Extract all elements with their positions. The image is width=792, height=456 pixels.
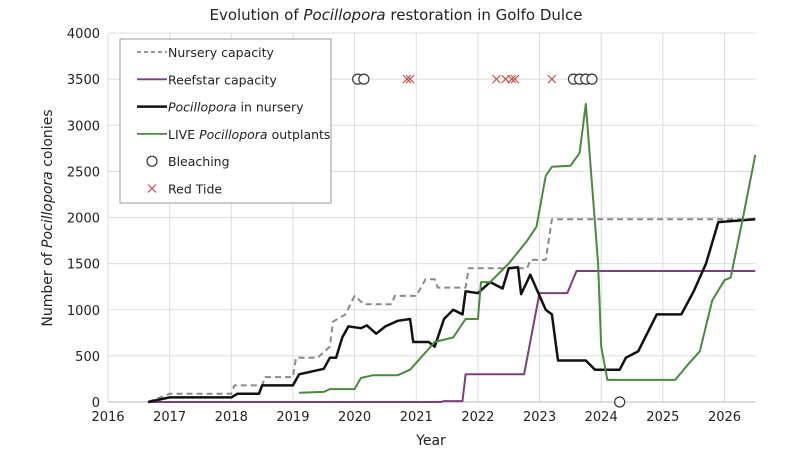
legend-label: Reefstar capacity <box>168 72 277 87</box>
red-tide-marker <box>547 74 557 84</box>
y-tick-label: 4000 <box>67 27 100 42</box>
x-tick-label: 2016 <box>91 410 124 425</box>
x-stroke <box>510 74 520 84</box>
legend-label-part: Pocillopora <box>168 100 237 115</box>
x-tick-label: 2026 <box>708 410 741 425</box>
legend-label: LIVE Pocillopora outplants <box>168 127 330 142</box>
x-tick-label: 2024 <box>585 410 618 425</box>
x-stroke <box>547 74 557 84</box>
x-tick-label: 2017 <box>153 410 186 425</box>
legend-label-part: LIVE <box>168 127 199 142</box>
y-tick-label: 1000 <box>67 304 100 319</box>
x-axis-label: Year <box>415 433 446 449</box>
legend-label: Nursery capacity <box>168 45 274 60</box>
red-tide-marker <box>402 74 412 84</box>
x-tick-label: 2018 <box>215 410 248 425</box>
legend-label-part: Pocillopora <box>199 127 268 142</box>
x-stroke <box>402 74 412 84</box>
bleaching-marker <box>586 73 598 85</box>
red-tide-marker <box>405 74 415 84</box>
event-markers <box>352 73 626 408</box>
red-tide-marker <box>510 74 520 84</box>
red-tide-marker <box>491 74 501 84</box>
legend-label-part: outplants <box>268 127 331 142</box>
x-stroke <box>147 184 157 193</box>
x-tick-label: 2019 <box>276 410 309 425</box>
series-line-pocillopora-in-nursery <box>147 218 756 404</box>
x-stroke <box>507 74 517 84</box>
y-tick-label: 3000 <box>67 119 100 134</box>
bleaching-marker <box>614 396 626 408</box>
legend-label-part: Nursery capacity <box>168 45 274 60</box>
legend-box <box>119 38 332 204</box>
y-axis-label: Number of Pocillopora colonies <box>40 109 56 326</box>
x-tick-label: 2023 <box>523 410 556 425</box>
y-tick-label: 0 <box>92 396 100 411</box>
series-line-nursery-capacity <box>147 218 756 403</box>
x-tick-label: 2025 <box>646 410 679 425</box>
y-tick-label: 3500 <box>67 73 100 88</box>
x-stroke <box>405 74 415 84</box>
series-lines <box>147 103 757 404</box>
red-tide-marker <box>507 74 517 84</box>
legend-label: Bleaching <box>168 154 230 169</box>
legend-red-tide-icon <box>147 184 157 193</box>
x-stroke <box>491 74 501 84</box>
chart-title: Evolution of Pocillopora restoration in … <box>209 6 582 24</box>
legend-label-part: in nursery <box>237 100 305 115</box>
legend-bleaching-icon <box>146 155 158 167</box>
legend-label-part: Reefstar capacity <box>168 72 277 87</box>
legend-label: Pocillopora in nursery <box>168 100 304 115</box>
x-tick-label: 2020 <box>338 410 371 425</box>
y-tick-label: 500 <box>75 350 100 365</box>
series-line-reefstar-capacity <box>148 270 756 403</box>
bleaching-marker <box>358 73 370 85</box>
y-tick-label: 2500 <box>67 165 100 180</box>
y-tick-label: 2000 <box>67 212 100 227</box>
y-tick-label: 1500 <box>67 258 100 273</box>
legend-label: Red Tide <box>168 182 222 197</box>
series-line-live-pocillopora-outplants <box>299 103 757 394</box>
axes: 0 500 1000 1500 2000 2500 3000 3500 4000 2016 2017… <box>67 27 756 425</box>
x-tick-label: 2021 <box>400 410 433 425</box>
legend: Nursery capacity Reefstar capacity Pocillo… <box>119 38 332 204</box>
x-tick-label: 2022 <box>461 410 494 425</box>
